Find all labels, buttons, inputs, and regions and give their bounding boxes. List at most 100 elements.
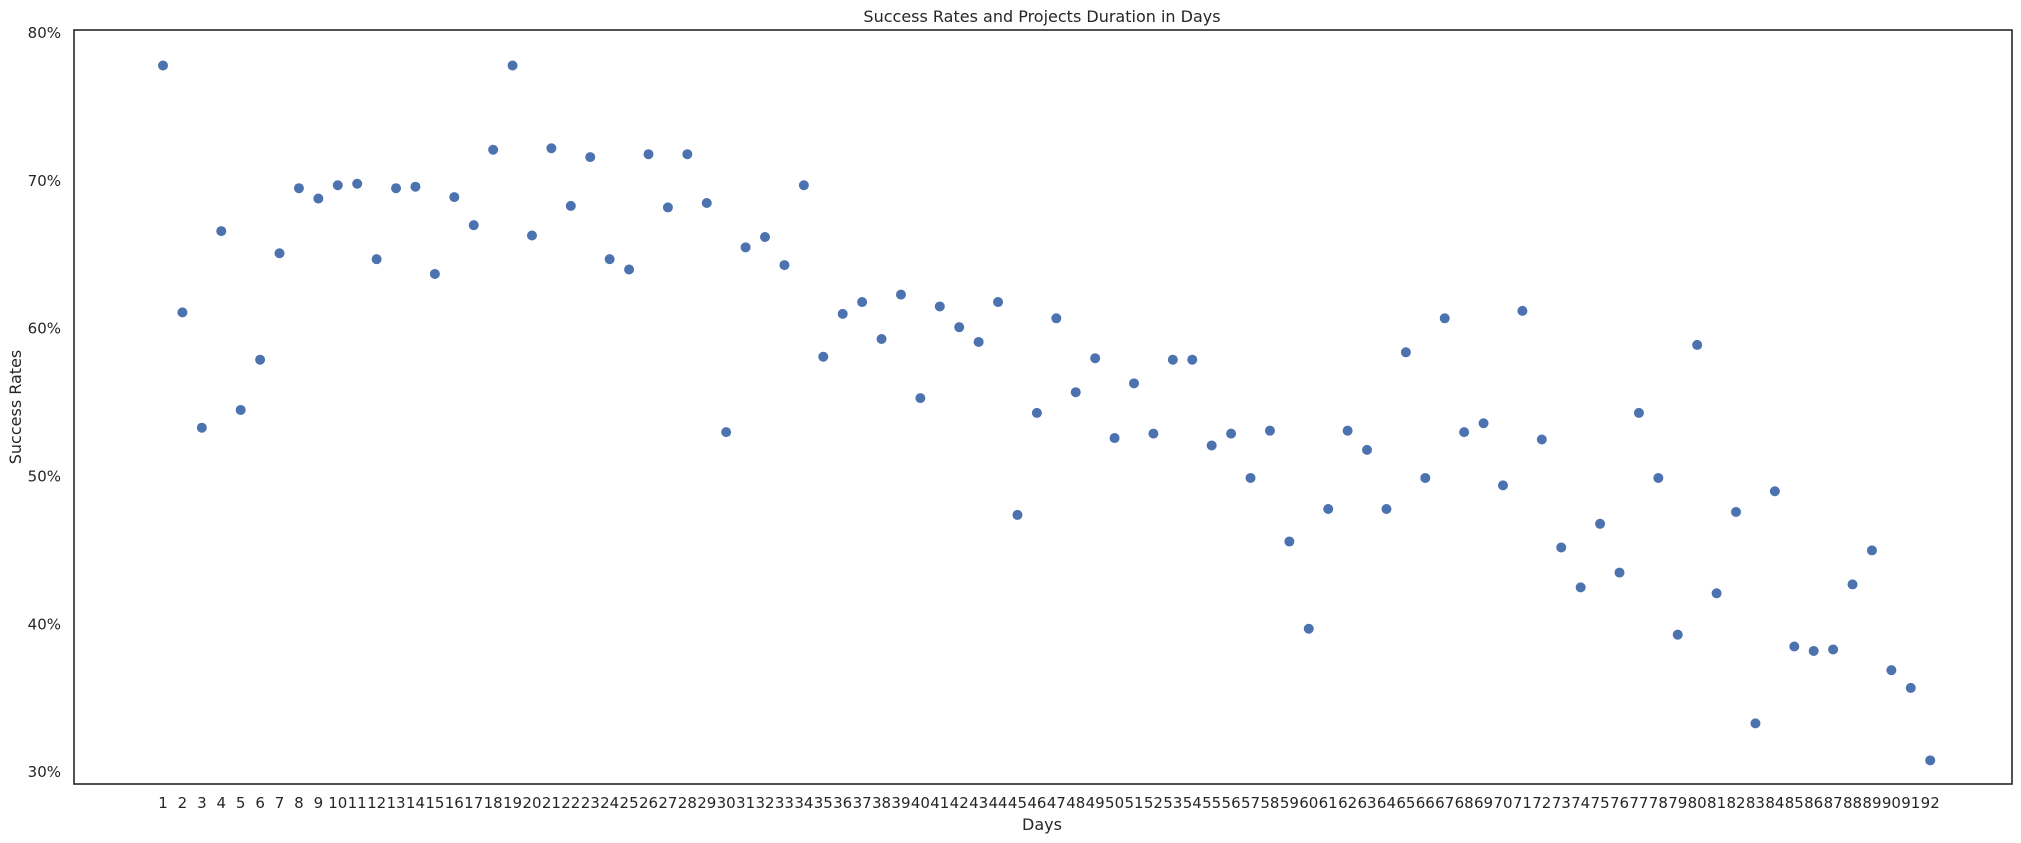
x-tick-label: 65	[1396, 794, 1415, 812]
x-tick-label: 54	[1183, 794, 1202, 812]
y-tick-label: 60%	[28, 320, 61, 338]
x-tick-label: 58	[1260, 794, 1279, 812]
x-tick-label: 35	[814, 794, 833, 812]
x-tick-label: 43	[969, 794, 988, 812]
x-axis-label: Days	[1022, 815, 1062, 834]
data-point	[740, 242, 751, 253]
x-tick-label: 34	[794, 794, 813, 812]
x-tick-label: 47	[1047, 794, 1066, 812]
x-tick-label: 57	[1241, 794, 1260, 812]
x-tick-label: 19	[503, 794, 522, 812]
data-point	[934, 301, 945, 312]
x-tick-label: 86	[1804, 794, 1823, 812]
data-point	[1692, 339, 1703, 350]
x-tick-label: 22	[561, 794, 580, 812]
x-tick-label: 80	[1688, 794, 1707, 812]
x-tick-label: 45	[1008, 794, 1027, 812]
data-point	[158, 60, 168, 71]
x-tick-label: 81	[1707, 794, 1726, 812]
x-tick-label: 82	[1726, 794, 1745, 812]
y-axis-label: Success Rates	[6, 350, 25, 465]
data-point	[526, 230, 537, 241]
x-tick-label: 30	[717, 794, 736, 812]
data-point	[721, 427, 732, 438]
x-tick-label: 88	[1843, 794, 1862, 812]
x-tick-label: 32	[755, 794, 774, 812]
data-points	[158, 60, 1936, 766]
x-tick-label: 67	[1435, 794, 1454, 812]
data-point	[973, 336, 984, 347]
x-tick-label: 84	[1765, 794, 1784, 812]
data-point	[1886, 665, 1897, 676]
x-tick-label: 13	[386, 794, 405, 812]
x-tick-label: 76	[1610, 794, 1629, 812]
data-point	[954, 322, 965, 333]
plot-frame	[73, 29, 2013, 785]
x-tick-label: 31	[736, 794, 755, 812]
data-point	[1575, 582, 1586, 593]
x-tick-label: 10	[328, 794, 347, 812]
x-tick-label: 85	[1785, 794, 1804, 812]
y-tick-label: 70%	[28, 172, 61, 190]
data-point	[1847, 579, 1858, 590]
x-tick-label: 4	[216, 794, 226, 812]
x-tick-label: 25	[620, 794, 639, 812]
x-tick-label: 6	[255, 794, 265, 812]
data-point	[1031, 407, 1042, 418]
x-tick-label: 37	[853, 794, 872, 812]
x-tick-label: 7	[275, 794, 285, 812]
data-point	[1167, 354, 1178, 365]
x-tick-label: 91	[1901, 794, 1920, 812]
data-point	[1459, 427, 1470, 438]
data-point	[1420, 472, 1431, 483]
data-point	[1614, 567, 1625, 578]
x-tick-label: 46	[1027, 794, 1046, 812]
data-point	[837, 308, 848, 319]
x-tick-label: 16	[445, 794, 464, 812]
data-point	[1789, 641, 1800, 652]
y-tick-label: 80%	[28, 24, 61, 42]
x-tick-label: 50	[1105, 794, 1124, 812]
x-tick-label: 68	[1455, 794, 1474, 812]
x-tick-label: 79	[1668, 794, 1687, 812]
data-point	[1381, 504, 1392, 515]
x-tick-label: 17	[464, 794, 483, 812]
x-tick-label: 1	[158, 794, 168, 812]
x-tick-label: 51	[1124, 794, 1143, 812]
data-point	[1342, 425, 1353, 436]
x-tick-label: 53	[1163, 794, 1182, 812]
x-tick-label: 77	[1629, 794, 1648, 812]
x-tick-label: 20	[522, 794, 541, 812]
data-point	[779, 260, 790, 271]
data-point	[1303, 623, 1314, 634]
data-point	[1245, 472, 1256, 483]
data-point	[313, 193, 324, 204]
y-tick-label: 50%	[28, 467, 61, 485]
x-tick-label: 27	[658, 794, 677, 812]
data-point	[449, 192, 460, 203]
x-tick-label: 3	[197, 794, 207, 812]
data-point	[1109, 433, 1120, 444]
x-tick-label: 87	[1824, 794, 1843, 812]
data-point	[701, 197, 712, 208]
x-tick-label: 78	[1649, 794, 1668, 812]
data-point	[1711, 588, 1722, 599]
x-tick-label: 39	[891, 794, 910, 812]
data-point	[196, 422, 207, 433]
data-point	[488, 144, 499, 155]
x-tick-label: 75	[1591, 794, 1610, 812]
x-tick-label: 5	[236, 794, 246, 812]
data-point	[1264, 425, 1275, 436]
data-point	[624, 264, 635, 275]
data-point	[1866, 545, 1877, 556]
data-point	[391, 183, 402, 194]
x-tick-label: 90	[1882, 794, 1901, 812]
data-point	[915, 393, 926, 404]
x-tick-label: 42	[950, 794, 969, 812]
y-tick-label: 40%	[28, 615, 61, 633]
x-tick-label: 14	[406, 794, 425, 812]
data-point	[1187, 354, 1198, 365]
x-tick-label: 92	[1921, 794, 1940, 812]
data-point	[1051, 313, 1062, 324]
